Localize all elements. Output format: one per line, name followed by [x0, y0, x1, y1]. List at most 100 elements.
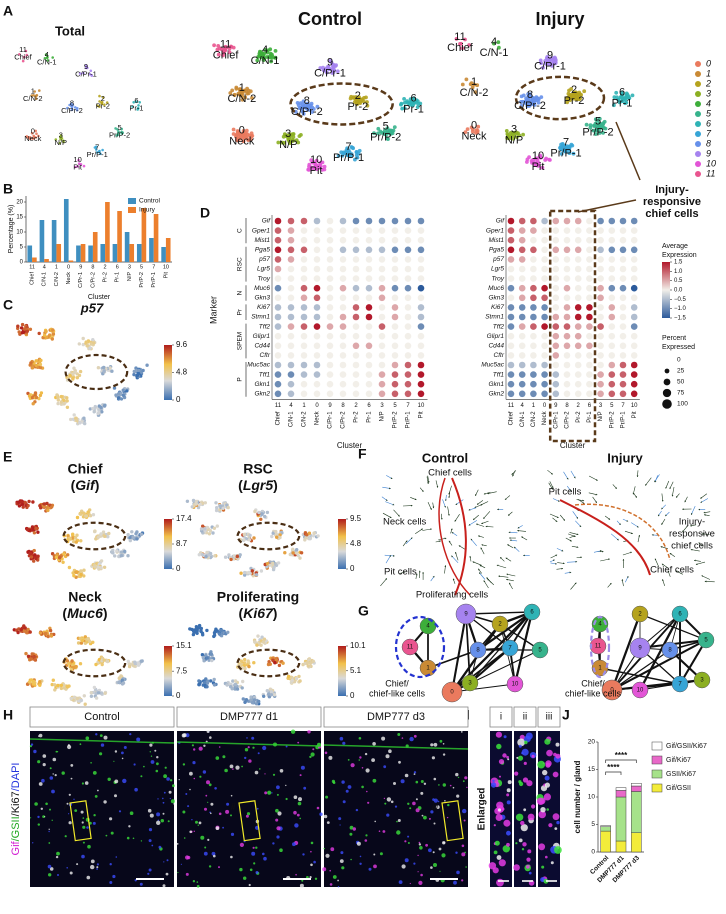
- dot: [553, 247, 560, 254]
- dot: [405, 343, 412, 350]
- dot: [366, 381, 373, 388]
- cluster-name: Neck: [229, 135, 255, 147]
- dot: [392, 333, 399, 340]
- panel-label: D: [200, 205, 210, 221]
- dot: [405, 237, 412, 244]
- speck: [181, 864, 182, 865]
- cell-point: [260, 512, 263, 515]
- dot: [631, 247, 638, 254]
- dot: [597, 314, 604, 321]
- speck: [170, 779, 172, 781]
- stream-arrow: [480, 502, 488, 506]
- speck: [519, 839, 523, 843]
- speck: [496, 814, 503, 821]
- speck: [414, 771, 416, 773]
- speck: [68, 744, 70, 746]
- cell-point: [20, 500, 23, 503]
- dot: [418, 247, 425, 254]
- speck: [263, 857, 267, 861]
- dot: [314, 391, 321, 398]
- speck: [96, 866, 98, 868]
- channel-label: Gif/GSII/Ki67/DAPI: [10, 763, 22, 856]
- stream-arrow: [480, 565, 485, 568]
- cluster-name: Pr/P-2: [609, 411, 615, 429]
- speck: [434, 743, 438, 747]
- dot: [541, 218, 548, 225]
- speck: [95, 795, 98, 798]
- dot: [379, 237, 386, 244]
- speck: [351, 763, 355, 767]
- dot: [301, 266, 308, 273]
- dot: [541, 237, 548, 244]
- dot: [575, 218, 582, 225]
- dot: [597, 362, 604, 369]
- cell-point: [213, 527, 216, 530]
- speck: [315, 878, 317, 880]
- speck: [255, 847, 257, 849]
- dot: [301, 227, 308, 234]
- speck: [264, 773, 265, 774]
- speck: [555, 754, 560, 759]
- speck: [453, 787, 455, 789]
- speck: [546, 808, 549, 811]
- colorbar-label: 0: [350, 691, 355, 700]
- cell-point: [60, 395, 63, 398]
- cell-point: [295, 677, 298, 680]
- speck: [526, 780, 532, 786]
- dot: [405, 218, 412, 225]
- speck: [401, 779, 405, 783]
- dot: [327, 247, 334, 254]
- cell-point: [24, 626, 27, 629]
- cell-point: [214, 628, 217, 631]
- cell-point: [129, 539, 132, 542]
- cell-point: [31, 526, 34, 529]
- dot: [327, 381, 334, 388]
- dot: [631, 362, 638, 369]
- speck: [359, 759, 361, 761]
- stream-arrow: [446, 495, 447, 501]
- colorbar-label: −0.5: [674, 297, 687, 303]
- speck: [252, 747, 254, 749]
- speck: [156, 812, 160, 816]
- panel-label: H: [3, 707, 13, 723]
- dot: [379, 218, 386, 225]
- dot: [379, 247, 386, 254]
- cell-point: [145, 364, 148, 367]
- x-tick-label: Pr-1: [115, 272, 121, 282]
- cluster-name: N/P: [279, 139, 297, 151]
- dot: [405, 362, 412, 369]
- speck: [262, 853, 265, 856]
- cell-point: [211, 531, 214, 534]
- cell-point: [267, 660, 270, 663]
- dot: [405, 227, 412, 234]
- cluster-name: Chief: [276, 411, 282, 425]
- speck: [193, 748, 195, 750]
- dot: [392, 256, 399, 263]
- speck: [74, 809, 77, 812]
- cell-point: [103, 535, 106, 538]
- dot: [541, 247, 548, 254]
- speck: [90, 762, 92, 764]
- dot: [366, 352, 373, 359]
- dot: [553, 237, 560, 244]
- stream-arrow: [455, 514, 460, 521]
- dot: [508, 218, 515, 225]
- feature-gene-part: Ki67: [243, 605, 274, 621]
- cell-point: [234, 683, 237, 686]
- speck: [519, 745, 522, 748]
- dot: [340, 343, 347, 350]
- speck: [168, 820, 170, 822]
- speck: [257, 808, 259, 810]
- channel-part: Gif: [10, 840, 22, 855]
- stream-arrow: [382, 497, 388, 501]
- legend-dot: [695, 61, 701, 67]
- legend-label: 7: [706, 128, 712, 138]
- speck: [425, 844, 428, 847]
- speck: [319, 813, 322, 816]
- cluster-name: Neck: [24, 134, 41, 143]
- x-tick-label: Chief: [30, 272, 36, 285]
- dot: [340, 371, 347, 378]
- channel-part: /DAPI: [10, 763, 22, 792]
- cell-point: [465, 78, 469, 82]
- speck: [163, 813, 165, 815]
